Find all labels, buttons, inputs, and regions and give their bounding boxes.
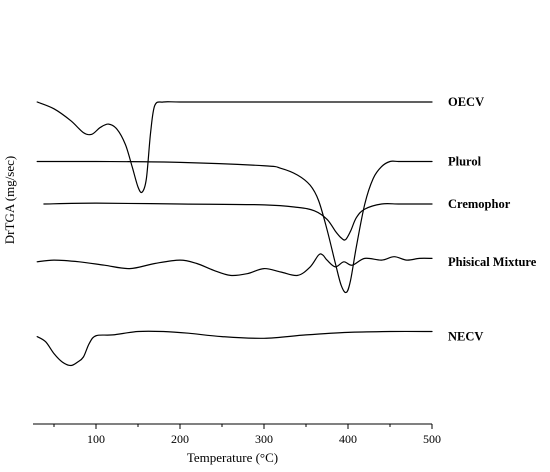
- x-axis: 100 200 300 400 500: [33, 423, 441, 446]
- series-label-plurol: Plurol: [448, 155, 482, 169]
- x-axis-title: Temperature (°C): [187, 450, 278, 465]
- y-axis-title: DrTGA (mg/sec): [2, 156, 17, 244]
- series-line-oecv: [36, 101, 433, 194]
- x-tick-label: 300: [255, 432, 273, 446]
- x-tick-label: 500: [423, 432, 441, 446]
- series-labels: OECV Plurol Cremophor Phisical Mixture NECV: [448, 95, 537, 344]
- x-tick-label: 400: [339, 432, 357, 446]
- series-label-necv: NECV: [448, 330, 483, 344]
- x-tick-label: 200: [171, 432, 189, 446]
- series-layer: [36, 101, 433, 367]
- series-label-phisical-mixture: Phisical Mixture: [448, 255, 537, 269]
- series-label-cremophor: Cremophor: [448, 197, 511, 211]
- series-line-phisical-mixture: [36, 253, 433, 277]
- x-tick-label: 100: [87, 432, 105, 446]
- series-line-cremophor: [43, 202, 433, 241]
- series-line-necv: [36, 330, 433, 367]
- series-label-oecv: OECV: [448, 95, 484, 109]
- series-line-plurol: [36, 160, 433, 294]
